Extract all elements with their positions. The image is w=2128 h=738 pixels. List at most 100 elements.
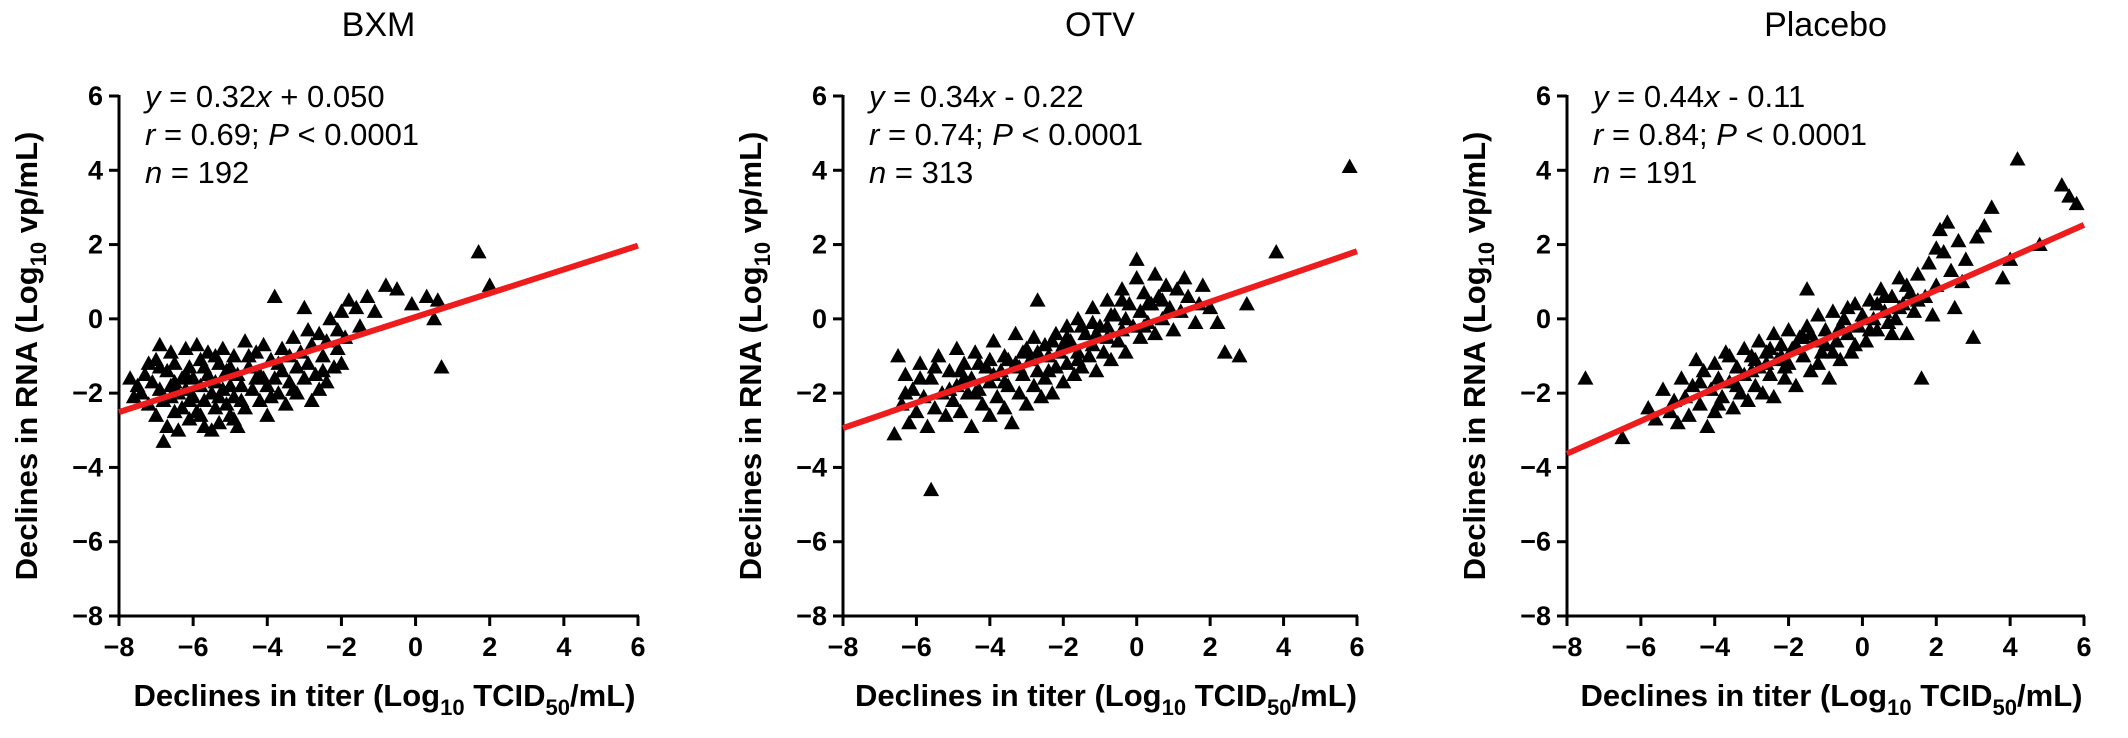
data-point (919, 418, 936, 433)
data-point (1044, 333, 1061, 348)
data-point (1132, 303, 1149, 318)
data-point (897, 366, 914, 381)
data-point (2061, 188, 2078, 203)
data-point (329, 340, 346, 355)
data-point (1007, 325, 1024, 341)
data-point (181, 392, 198, 407)
data-point (1861, 322, 1878, 337)
data-point (1710, 396, 1727, 411)
data-point (244, 381, 261, 396)
data-point (941, 362, 958, 378)
data-point (1165, 322, 1182, 337)
data-point (1976, 218, 1993, 233)
data-point (1928, 240, 1945, 255)
data-point (1765, 388, 1782, 404)
data-point (1169, 281, 1186, 296)
data-point (1114, 281, 1131, 296)
data-point (1341, 158, 1358, 173)
data-point (1080, 348, 1097, 363)
y-tick-label: 4 (812, 155, 827, 185)
data-point (348, 299, 365, 315)
data-point (1103, 351, 1120, 367)
data-point (1728, 359, 1745, 374)
data-point (1033, 388, 1050, 404)
data-point (266, 288, 283, 303)
data-point (429, 292, 446, 307)
y-tick-label: −2 (796, 378, 827, 408)
data-point (389, 281, 406, 296)
y-tick-label: −6 (1520, 527, 1551, 557)
data-point (1754, 385, 1771, 400)
x-tick-label: −2 (1048, 632, 1079, 662)
data-point (1691, 396, 1708, 411)
x-tick-label: 0 (408, 632, 423, 662)
data-point (311, 325, 328, 341)
y-tick-label: −2 (1520, 378, 1551, 408)
data-point (240, 348, 257, 363)
chart-panel-placebo: Placebo −8 −6 −4 −2 0 2 4 6 −8 −6 −4 −2 0 2 4 6 Declines … (1457, 6, 2092, 720)
y-tick-label: −8 (72, 601, 103, 631)
data-point (122, 370, 139, 385)
data-point (1680, 407, 1697, 422)
data-point (1699, 418, 1716, 433)
data-point (1614, 429, 1631, 445)
y-axis-label: Declines in RNA (Log10 vp/mL) (9, 132, 51, 581)
data-point (1751, 333, 1768, 348)
data-point (311, 381, 328, 396)
data-point (170, 422, 187, 437)
data-point (1231, 348, 1248, 363)
data-point (890, 348, 907, 363)
data-point (333, 355, 350, 370)
x-tick-label: −2 (1773, 632, 1804, 662)
sample-size-text: n = 191 (1593, 155, 1697, 190)
data-point (418, 288, 435, 303)
data-point (188, 336, 205, 352)
data-point (177, 366, 194, 381)
data-point (1821, 370, 1838, 385)
x-tick-label: 4 (2003, 632, 2018, 662)
data-point (1117, 344, 1134, 359)
data-point (229, 418, 246, 433)
data-point (1828, 333, 1845, 348)
data-point (1957, 251, 1974, 266)
y-tick-label: −8 (1520, 601, 1551, 631)
y-tick-label: 2 (88, 230, 103, 260)
data-point (945, 392, 962, 407)
data-point (981, 374, 998, 389)
data-point (196, 392, 213, 407)
x-axis-label: Declines in titer (Log10 TCID50/mL) (134, 678, 636, 720)
data-points (886, 158, 1358, 497)
data-point (1847, 336, 1864, 352)
y-tick-label: 2 (812, 230, 827, 260)
data-point (255, 336, 272, 352)
data-point (148, 407, 165, 422)
data-point (1710, 370, 1727, 385)
data-point (151, 336, 168, 352)
data-point (1795, 329, 1812, 344)
data-point (981, 351, 998, 367)
data-point (2068, 195, 2085, 211)
data-point (1876, 288, 1893, 303)
x-tick-label: 0 (1129, 632, 1144, 662)
data-point (1029, 292, 1046, 307)
data-point (1018, 396, 1035, 411)
x-tick-label: 2 (1203, 632, 1218, 662)
data-point (1238, 296, 1255, 311)
correlation-text: r = 0.84; P < 0.0001 (1593, 117, 1867, 152)
data-point (1029, 362, 1046, 378)
data-point (1088, 362, 1105, 378)
data-point (1000, 351, 1017, 367)
data-point (1058, 355, 1075, 370)
data-point (225, 411, 242, 426)
data-point (1647, 411, 1664, 426)
data-point (1084, 299, 1101, 315)
data-point (1147, 325, 1164, 341)
data-point (1036, 336, 1053, 352)
data-point (366, 303, 383, 318)
x-tick-label: −8 (828, 632, 859, 662)
data-point (211, 388, 228, 404)
data-point (948, 340, 965, 355)
data-point (481, 277, 498, 292)
data-point (233, 377, 250, 393)
data-point (136, 366, 153, 381)
